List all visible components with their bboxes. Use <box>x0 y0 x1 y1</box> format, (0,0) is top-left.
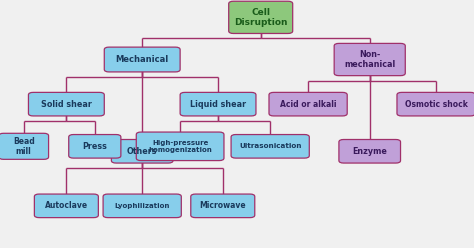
FancyBboxPatch shape <box>103 194 181 218</box>
Text: Liquid shear: Liquid shear <box>190 100 246 109</box>
FancyBboxPatch shape <box>191 194 255 218</box>
Text: Osmotic shock: Osmotic shock <box>405 100 467 109</box>
FancyBboxPatch shape <box>269 93 347 116</box>
FancyBboxPatch shape <box>104 47 180 72</box>
FancyBboxPatch shape <box>35 194 99 218</box>
FancyBboxPatch shape <box>0 133 48 159</box>
Text: Solid shear: Solid shear <box>41 100 92 109</box>
FancyBboxPatch shape <box>339 139 401 163</box>
Text: High-pressure
homogenization: High-pressure homogenization <box>148 140 212 153</box>
FancyBboxPatch shape <box>334 43 405 76</box>
FancyBboxPatch shape <box>228 1 293 33</box>
FancyBboxPatch shape <box>231 134 309 158</box>
FancyBboxPatch shape <box>397 93 474 116</box>
Text: Non-
mechanical: Non- mechanical <box>344 50 395 69</box>
FancyBboxPatch shape <box>180 93 256 116</box>
Text: Press: Press <box>82 142 107 151</box>
FancyBboxPatch shape <box>136 132 224 161</box>
Text: Others: Others <box>127 147 157 156</box>
Text: Bead
mill: Bead mill <box>13 137 35 156</box>
Text: Microwave: Microwave <box>200 201 246 210</box>
FancyBboxPatch shape <box>111 139 173 163</box>
Text: Autoclave: Autoclave <box>45 201 88 210</box>
Text: Mechanical: Mechanical <box>116 55 169 64</box>
FancyBboxPatch shape <box>69 134 121 158</box>
Text: Ultrasonication: Ultrasonication <box>239 143 301 149</box>
Text: Enzyme: Enzyme <box>352 147 387 156</box>
Text: Acid or alkali: Acid or alkali <box>280 100 337 109</box>
Text: Cell
Disruption: Cell Disruption <box>234 8 287 27</box>
Text: Lyophilization: Lyophilization <box>115 203 170 209</box>
FancyBboxPatch shape <box>28 93 104 116</box>
